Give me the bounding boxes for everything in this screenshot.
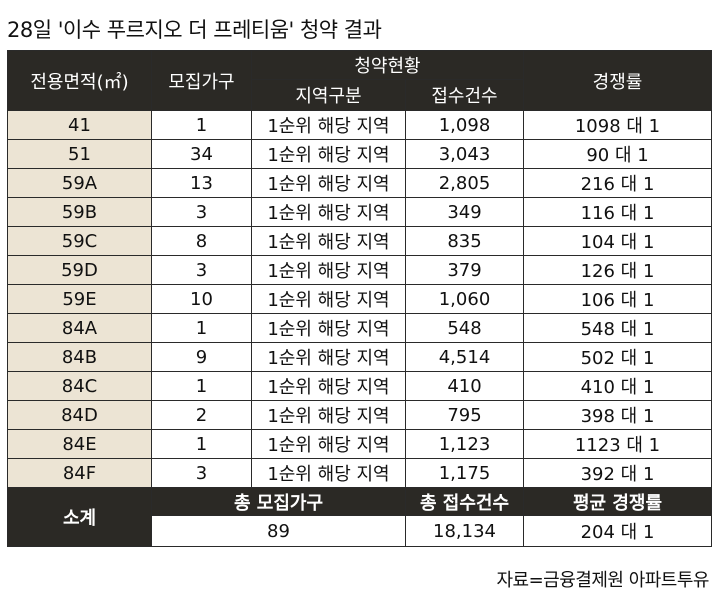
subscription-results-table: 전용면적(㎡) 모집가구 청약현황 경쟁률 지역구분 접수건수 41 1 1순위 해… <box>7 50 712 547</box>
cell-applications: 3,043 <box>405 139 524 169</box>
cell-region: 1순위 해당 지역 <box>251 429 406 459</box>
table-row: 59C 8 1순위 해당 지역 835 104 대 1 <box>7 226 712 256</box>
table-row: 59D 3 1순위 해당 지역 379 126 대 1 <box>7 255 712 285</box>
cell-units: 1 <box>151 313 252 343</box>
cell-applications: 1,123 <box>405 429 524 459</box>
table-row: 84B 9 1순위 해당 지역 4,514 502 대 1 <box>7 342 712 372</box>
cell-applications: 548 <box>405 313 524 343</box>
table-row: 59A 13 1순위 해당 지역 2,805 216 대 1 <box>7 168 712 198</box>
cell-area: 84D <box>7 400 152 430</box>
cell-ratio: 548 대 1 <box>523 313 712 343</box>
cell-area: 59A <box>7 168 152 198</box>
cell-units: 1 <box>151 110 252 140</box>
summary-total-applications-label: 총 접수건수 <box>405 487 524 516</box>
cell-region: 1순위 해당 지역 <box>251 110 406 140</box>
cell-region: 1순위 해당 지역 <box>251 458 406 488</box>
cell-area: 84B <box>7 342 152 372</box>
cell-units: 1 <box>151 429 252 459</box>
cell-applications: 2,805 <box>405 168 524 198</box>
cell-units: 8 <box>151 226 252 256</box>
cell-area: 59B <box>7 197 152 227</box>
cell-applications: 1,060 <box>405 284 524 314</box>
cell-area: 51 <box>7 139 152 169</box>
summary-average-ratio-label: 평균 경쟁률 <box>523 487 712 516</box>
cell-ratio: 126 대 1 <box>523 255 712 285</box>
table-row: 84F 3 1순위 해당 지역 1,175 392 대 1 <box>7 458 712 488</box>
cell-ratio: 104 대 1 <box>523 226 712 256</box>
cell-region: 1순위 해당 지역 <box>251 226 406 256</box>
cell-applications: 379 <box>405 255 524 285</box>
table-row: 59B 3 1순위 해당 지역 349 116 대 1 <box>7 197 712 227</box>
table-row: 41 1 1순위 해당 지역 1,098 1098 대 1 <box>7 110 712 140</box>
cell-ratio: 502 대 1 <box>523 342 712 372</box>
cell-region: 1순위 해당 지역 <box>251 371 406 401</box>
table-row: 84E 1 1순위 해당 지역 1,123 1123 대 1 <box>7 429 712 459</box>
table-row: 51 34 1순위 해당 지역 3,043 90 대 1 <box>7 139 712 169</box>
cell-ratio: 410 대 1 <box>523 371 712 401</box>
cell-region: 1순위 해당 지역 <box>251 255 406 285</box>
cell-area: 84E <box>7 429 152 459</box>
cell-applications: 4,514 <box>405 342 524 372</box>
cell-area: 84A <box>7 313 152 343</box>
cell-ratio: 116 대 1 <box>523 197 712 227</box>
cell-region: 1순위 해당 지역 <box>251 284 406 314</box>
header-region: 지역구분 <box>251 79 406 111</box>
cell-region: 1순위 해당 지역 <box>251 168 406 198</box>
table-body: 41 1 1순위 해당 지역 1,098 1098 대 1 51 34 1순위 해당 지역 3,… <box>7 110 712 488</box>
cell-area: 84C <box>7 371 152 401</box>
cell-ratio: 216 대 1 <box>523 168 712 198</box>
table-row: 84A 1 1순위 해당 지역 548 548 대 1 <box>7 313 712 343</box>
cell-applications: 410 <box>405 371 524 401</box>
cell-units: 10 <box>151 284 252 314</box>
cell-applications: 349 <box>405 197 524 227</box>
table-row: 59E 10 1순위 해당 지역 1,060 106 대 1 <box>7 284 712 314</box>
cell-units: 9 <box>151 342 252 372</box>
cell-ratio: 392 대 1 <box>523 458 712 488</box>
summary-total-applications: 18,134 <box>405 515 524 547</box>
cell-area: 59D <box>7 255 152 285</box>
cell-applications: 795 <box>405 400 524 430</box>
table-row: 84C 1 1순위 해당 지역 410 410 대 1 <box>7 371 712 401</box>
cell-region: 1순위 해당 지역 <box>251 139 406 169</box>
summary-total-units-label: 총 모집가구 <box>151 487 406 516</box>
cell-region: 1순위 해당 지역 <box>251 313 406 343</box>
cell-units: 3 <box>151 255 252 285</box>
table-title: 28일 '이수 푸르지오 더 프레티움' 청약 결과 <box>7 18 382 42</box>
cell-ratio: 1123 대 1 <box>523 429 712 459</box>
header-applications: 접수건수 <box>405 79 524 111</box>
cell-units: 34 <box>151 139 252 169</box>
cell-ratio: 1098 대 1 <box>523 110 712 140</box>
cell-region: 1순위 해당 지역 <box>251 342 406 372</box>
cell-units: 2 <box>151 400 252 430</box>
cell-units: 3 <box>151 458 252 488</box>
cell-units: 13 <box>151 168 252 198</box>
cell-region: 1순위 해당 지역 <box>251 197 406 227</box>
header-status: 청약현황 <box>251 50 524 80</box>
header-ratio: 경쟁률 <box>523 50 712 111</box>
table-row: 84D 2 1순위 해당 지역 795 398 대 1 <box>7 400 712 430</box>
cell-ratio: 106 대 1 <box>523 284 712 314</box>
summary-total-units: 89 <box>151 515 406 547</box>
cell-units: 3 <box>151 197 252 227</box>
header-area: 전용면적(㎡) <box>7 50 152 111</box>
cell-area: 59C <box>7 226 152 256</box>
summary-label: 소계 <box>7 487 152 547</box>
summary-average-ratio: 204 대 1 <box>523 515 712 547</box>
header-units: 모집가구 <box>151 50 252 111</box>
cell-ratio: 398 대 1 <box>523 400 712 430</box>
cell-applications: 835 <box>405 226 524 256</box>
cell-applications: 1,098 <box>405 110 524 140</box>
cell-area: 84F <box>7 458 152 488</box>
cell-units: 1 <box>151 371 252 401</box>
cell-region: 1순위 해당 지역 <box>251 400 406 430</box>
cell-area: 41 <box>7 110 152 140</box>
cell-applications: 1,175 <box>405 458 524 488</box>
cell-area: 59E <box>7 284 152 314</box>
source-note: 자료=금융결제원 아파트투유 <box>496 570 709 591</box>
cell-ratio: 90 대 1 <box>523 139 712 169</box>
